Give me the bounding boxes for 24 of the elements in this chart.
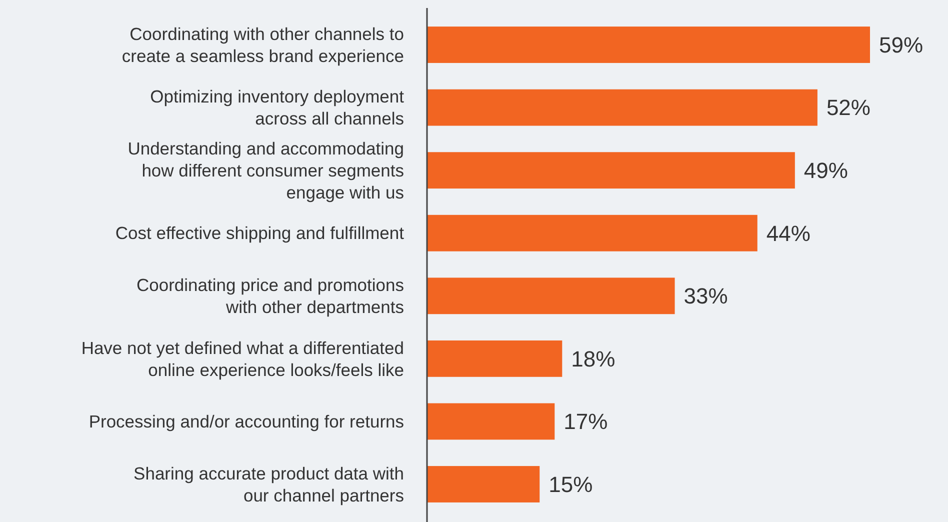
- y-tick-label: Sharing accurate product data with our channel partners: [134, 463, 404, 506]
- data-label: 18%: [571, 346, 616, 372]
- bar: [427, 26, 870, 63]
- data-label: 49%: [804, 158, 848, 184]
- bar: [427, 152, 795, 189]
- bar: [427, 278, 675, 314]
- bar: [427, 340, 562, 377]
- data-label: 52%: [826, 95, 870, 120]
- y-tick-label: Coordinating with other channels to create a seamless brand experience: [122, 24, 404, 66]
- data-label: 17%: [564, 409, 608, 434]
- bar: [427, 466, 540, 502]
- y-tick-label: Have not yet defined what a differentiated online experience looks/feels like: [81, 338, 404, 380]
- bar: [427, 214, 758, 252]
- y-tick-label: Optimizing inventory deployment across all channels: [150, 86, 404, 129]
- data-label: 33%: [684, 284, 728, 309]
- y-tick-label: Processing and/or accounting for returns: [88, 412, 404, 432]
- bar: [427, 89, 818, 126]
- y-tick-label: Coordinating price and promotions with other departments: [136, 275, 404, 318]
- data-label: 15%: [548, 472, 593, 497]
- y-tick-label: Cost effective shipping and fulfillment: [115, 223, 404, 244]
- bar: [427, 403, 555, 440]
- data-label: 59%: [879, 32, 924, 58]
- y-tick-label: Understanding and accommodating how different consumer segments engage with us: [128, 138, 404, 202]
- data-label: 44%: [766, 220, 810, 246]
